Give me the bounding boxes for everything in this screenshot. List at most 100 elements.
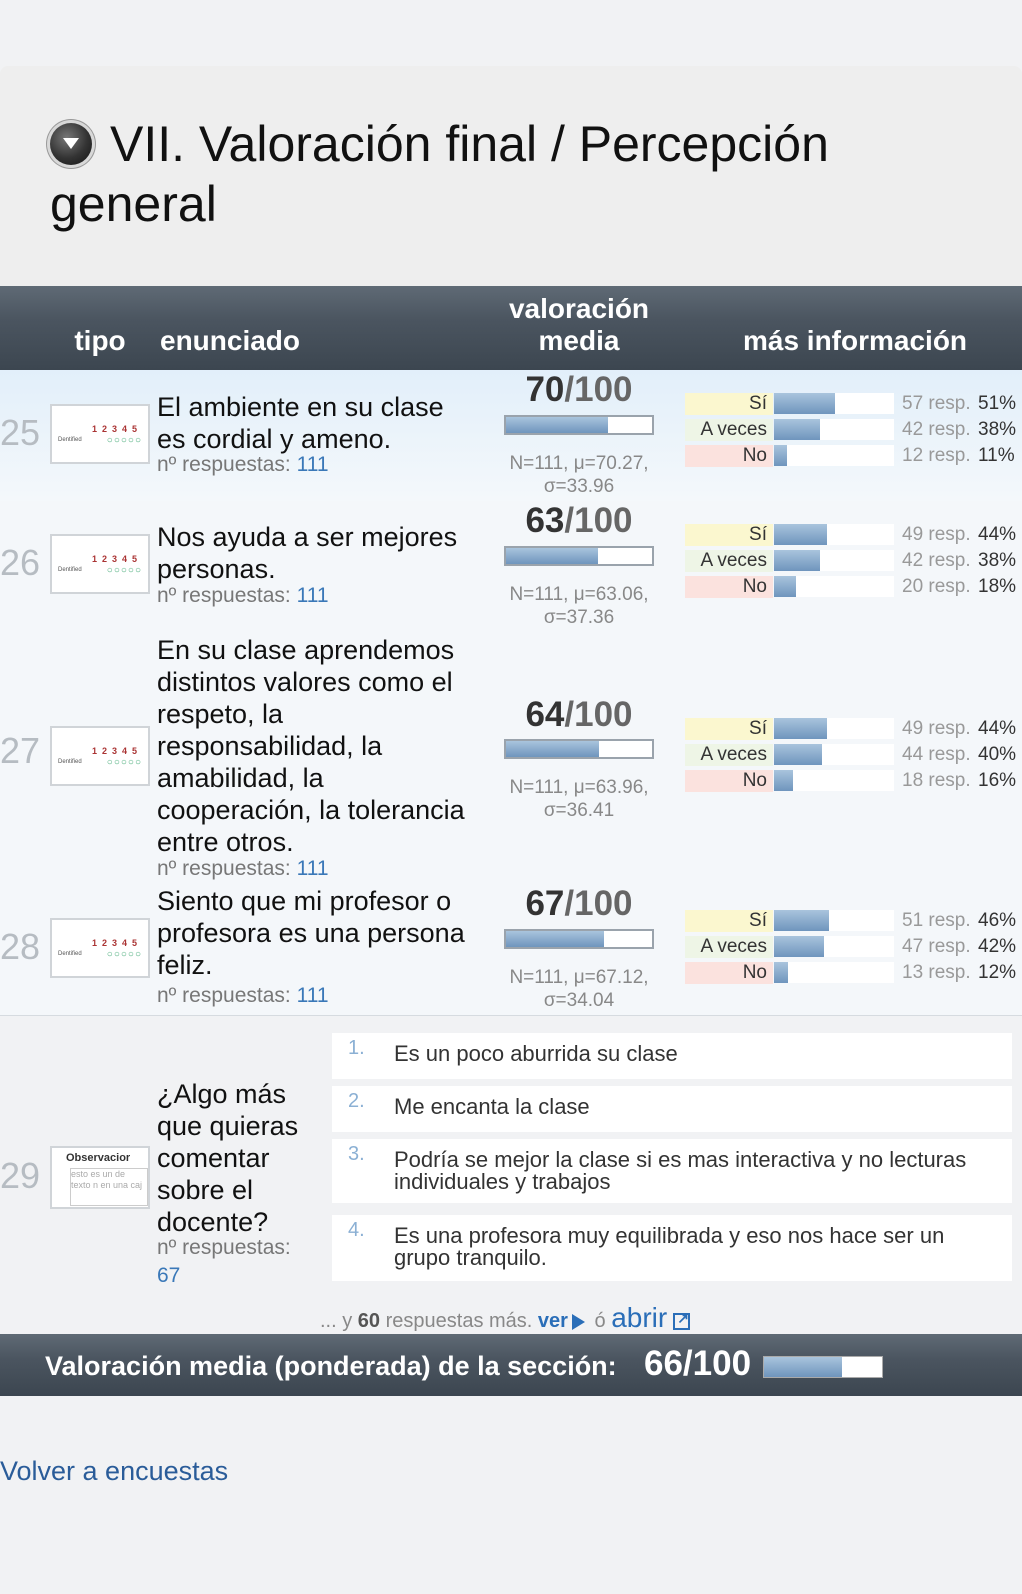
average-score: 64/100 [525,695,633,734]
answer-option: Sí [685,524,995,546]
option-bar-fill [774,445,788,466]
option-bar-fill [774,419,820,440]
thumb-textbox: esto es un de texto n en una caj [70,1168,148,1206]
option-bar-fill [774,962,789,983]
average-score: 67/100 [525,884,633,923]
option-percentage: 44% [978,718,1017,739]
scale-numbers: 12345 [91,746,142,756]
answer-option: A veces [685,550,995,572]
question-number: 26 [0,542,41,583]
option-label: Sí [685,393,773,415]
option-bar-fill [774,936,825,957]
option-bar [774,576,894,597]
response-count: nº respuestas: 111 [157,857,329,880]
option-response-count: 12 resp. [902,445,971,466]
question-text: ¿Algo más que quieras comentar sobre el … [157,1079,299,1237]
question-number: 27 [0,730,41,771]
question-row: 25 12345 ○○○○○ Dentified El ambiente en su c… [0,370,1022,502]
open-question-type-icon: Observacior esto es un de texto n en una… [50,1146,150,1209]
option-response-count: 44 resp. [902,744,971,765]
option-label: No [685,962,773,984]
option-label: Sí [685,718,773,740]
option-bar [774,744,894,765]
option-bar [774,550,894,571]
response-count: nº respuestas: 67 [157,1236,291,1287]
option-label: No [685,770,773,792]
average-score-bar [504,415,654,435]
average-score-bar [504,546,654,566]
back-to-surveys-link[interactable]: Volver a encuestas [0,1456,229,1486]
option-percentage: 12% [978,962,1017,983]
option-bar [774,718,894,739]
comment-item: 2. Me encanta la clase [332,1086,1012,1132]
option-response-count: 49 resp. [902,718,971,739]
option-bar [774,419,894,440]
average-score: 63/100 [525,501,633,540]
average-score: 70/100 [525,370,633,409]
option-percentage: 16% [978,770,1017,791]
option-bar [774,936,894,957]
option-response-count: 13 resp. [902,962,971,983]
response-count: nº respuestas: 111 [157,984,329,1007]
scale-circles: ○○○○○ [106,757,142,768]
section-title: VII. Valoración final / Percepción gener… [50,114,950,234]
average-score-bar-fill [506,417,609,433]
option-percentage: 44% [978,524,1017,545]
option-bar [774,445,894,466]
option-response-count: 42 resp. [902,550,971,571]
option-bar-fill [774,576,796,597]
option-percentage: 38% [978,419,1017,440]
open-question-row: 29 Observacior esto es un de texto n en … [0,1015,1022,1333]
external-link-icon[interactable] [673,1310,691,1331]
section-title-text: VII. Valoración final / Percepción gener… [50,116,829,232]
option-response-count: 57 resp. [902,393,971,414]
score-statistics: N=111, μ=63.06, σ=37.36 [509,584,649,628]
answer-option: No [685,445,995,467]
header-info: más información [742,325,968,356]
score-statistics: N=111, μ=70.27, σ=33.96 [509,453,649,497]
header-valoracion: valoración media [508,293,650,356]
option-response-count: 47 resp. [902,936,971,957]
rating-scale-type-icon: 12345 ○○○○○ Dentified [50,404,150,464]
option-label: Sí [685,910,773,932]
average-score-bar-fill [506,741,600,757]
option-percentage: 46% [978,910,1017,931]
option-percentage: 11% [978,445,1015,466]
option-percentage: 51% [978,393,1017,414]
comment-item: 1. Es un poco aburrida su clase [332,1033,1012,1079]
scale-circles: ○○○○○ [106,949,142,960]
question-text: Nos ayuda a ser mejores personas. [157,522,458,584]
option-percentage: 40% [978,744,1017,765]
section-average-label: Valoración media (ponderada) de la secci… [45,1351,617,1381]
header-tipo: tipo [74,325,126,356]
answer-option: A veces [685,744,995,766]
scale-label: Dentified [58,951,82,957]
question-number: 28 [0,926,41,967]
answer-option: No [685,770,995,792]
scale-label: Dentified [58,567,82,573]
response-count: nº respuestas: 111 [157,453,329,476]
abrir-link[interactable]: abrir [611,1302,668,1333]
question-text: Siento que mi profesor o profesora es un… [157,886,465,980]
option-response-count: 42 resp. [902,419,971,440]
scale-label: Dentified [58,437,82,443]
table-header: tipo enunciado valoración media más info… [0,286,1022,370]
option-response-count: 49 resp. [902,524,971,545]
question-row: 27 12345 ○○○○○ Dentified En su clase aprende… [0,633,1022,885]
question-row: 26 12345 ○○○○○ Dentified Nos ayuda a ser mej… [0,501,1022,634]
option-percentage: 18% [978,576,1017,597]
answer-option: Sí [685,393,995,415]
option-response-count: 18 resp. [902,770,971,791]
comment-item: 4. Es una profesora muy equilibrada y eso… [332,1215,1012,1281]
collapse-toggle-icon[interactable] [50,122,92,165]
option-response-count: 20 resp. [902,576,971,597]
ver-link[interactable]: ver [537,1310,568,1332]
option-label: A veces [685,550,773,572]
scale-numbers: 12345 [91,424,142,434]
scale-numbers: 12345 [91,938,142,948]
answer-option: Sí [685,718,995,740]
option-bar-fill [774,393,836,414]
header-enunciado: enunciado [160,325,301,356]
play-arrow-icon[interactable] [571,1313,585,1330]
question-row: 28 12345 ○○○○○ Dentified Siento que mi profe… [0,884,1022,1016]
